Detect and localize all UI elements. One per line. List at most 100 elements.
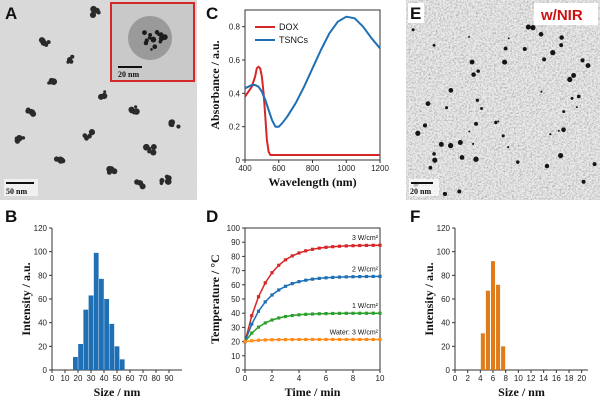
data-point: [263, 338, 267, 342]
data-point: [358, 311, 362, 315]
tem-particle: [106, 166, 113, 173]
data-point: [337, 244, 342, 248]
data-point: [351, 275, 355, 279]
data-point: [270, 271, 274, 275]
y-axis-label: Absorbance / a.u.: [208, 40, 222, 129]
y-tick-label: 120: [34, 224, 48, 233]
tem-particle: [480, 107, 483, 110]
tem-particle: [134, 105, 138, 109]
tem-particle: [415, 130, 421, 136]
histogram-bar: [490, 261, 496, 370]
y-tick-label: 30: [231, 323, 240, 332]
tem-particle: [502, 59, 508, 65]
tem-particle: [169, 119, 175, 125]
tem-particle: [53, 156, 60, 162]
x-tick-label: 18: [565, 374, 574, 383]
y-tick-label: 0.2: [229, 123, 241, 132]
inset-dot: [150, 48, 153, 51]
y-tick-label: 70: [231, 267, 240, 276]
data-point: [378, 311, 382, 315]
histogram-bar: [88, 295, 94, 370]
inset-dot: [150, 36, 156, 41]
x-tick-label: 0: [243, 374, 248, 383]
data-point: [324, 276, 328, 280]
histogram-bar: [501, 346, 506, 370]
data-point: [263, 300, 267, 304]
y-tick-label: 100: [34, 248, 48, 257]
data-point: [371, 311, 375, 315]
histogram-bar: [119, 359, 125, 370]
series-line-dox: [244, 65, 380, 156]
tem-particle: [559, 43, 564, 48]
x-tick-label: 400: [238, 164, 252, 173]
tem-particle: [530, 25, 536, 31]
panel-label-e-bg: [408, 3, 424, 23]
x-tick-label: 70: [139, 374, 148, 383]
tem-particle: [538, 31, 544, 37]
tem-particle: [69, 59, 74, 64]
data-point: [324, 311, 328, 316]
legend-label: DOX: [279, 22, 299, 32]
tem-particle: [447, 142, 454, 149]
data-point: [263, 321, 267, 325]
data-point: [331, 311, 335, 316]
histogram-bar: [78, 343, 83, 370]
histogram-bar: [114, 346, 120, 370]
data-point: [290, 313, 294, 318]
tem-particle: [82, 133, 88, 138]
data-point: [317, 246, 321, 250]
data-point: [358, 337, 362, 342]
tem-particle: [472, 142, 475, 146]
tem-particle: [580, 58, 585, 63]
tem-particle: [550, 50, 556, 56]
data-point: [337, 337, 342, 342]
data-point: [337, 311, 342, 315]
tem-particle: [471, 72, 476, 77]
y-tick-label: 20: [38, 342, 47, 351]
panel-label-d: D: [206, 207, 218, 226]
data-point: [250, 331, 254, 335]
series-line: [244, 312, 380, 343]
panel-label-c: C: [206, 4, 218, 23]
tem-particle: [89, 11, 97, 18]
tem-particle: [70, 54, 75, 59]
tem-particle: [507, 37, 510, 40]
tem-particle: [159, 181, 164, 186]
x-axis-label: Time / min: [285, 385, 341, 399]
tem-particle: [147, 146, 152, 152]
x-tick-label: 14: [539, 374, 548, 383]
tem-particle: [549, 133, 552, 136]
x-tick-label: 2: [465, 374, 470, 383]
x-tick-label: 0: [453, 374, 458, 383]
data-point: [297, 337, 301, 342]
data-point: [351, 244, 355, 248]
scalebar-e-label: 20 nm: [410, 187, 431, 196]
data-point: [304, 312, 308, 316]
data-point: [317, 276, 321, 280]
series-annotation: 1 W/cm²: [352, 303, 379, 310]
tem-particle: [562, 110, 566, 114]
data-point: [270, 338, 274, 342]
y-tick-label: 120: [437, 224, 451, 233]
x-tick-label: 60: [126, 374, 135, 383]
tem-particle: [457, 189, 462, 194]
data-point: [283, 337, 288, 342]
data-point: [378, 243, 382, 247]
tem-particle: [422, 123, 428, 128]
data-point: [364, 243, 369, 247]
series-annotation: 3 W/cm²: [352, 235, 379, 242]
inset-dots: [142, 30, 168, 51]
tem-particle: [469, 59, 475, 65]
x-tick-label: 20: [74, 374, 83, 383]
tem-particle: [40, 39, 47, 46]
x-tick-label: 16: [552, 374, 561, 383]
inset-dot: [148, 32, 153, 37]
x-tick-label: 600: [272, 164, 286, 173]
x-tick-label: 10: [514, 374, 523, 383]
data-point: [277, 338, 281, 342]
inset-scalebar-label: 20 nm: [118, 70, 139, 79]
inset-dot: [142, 30, 147, 36]
tem-particle: [503, 46, 508, 51]
data-point: [277, 316, 281, 320]
